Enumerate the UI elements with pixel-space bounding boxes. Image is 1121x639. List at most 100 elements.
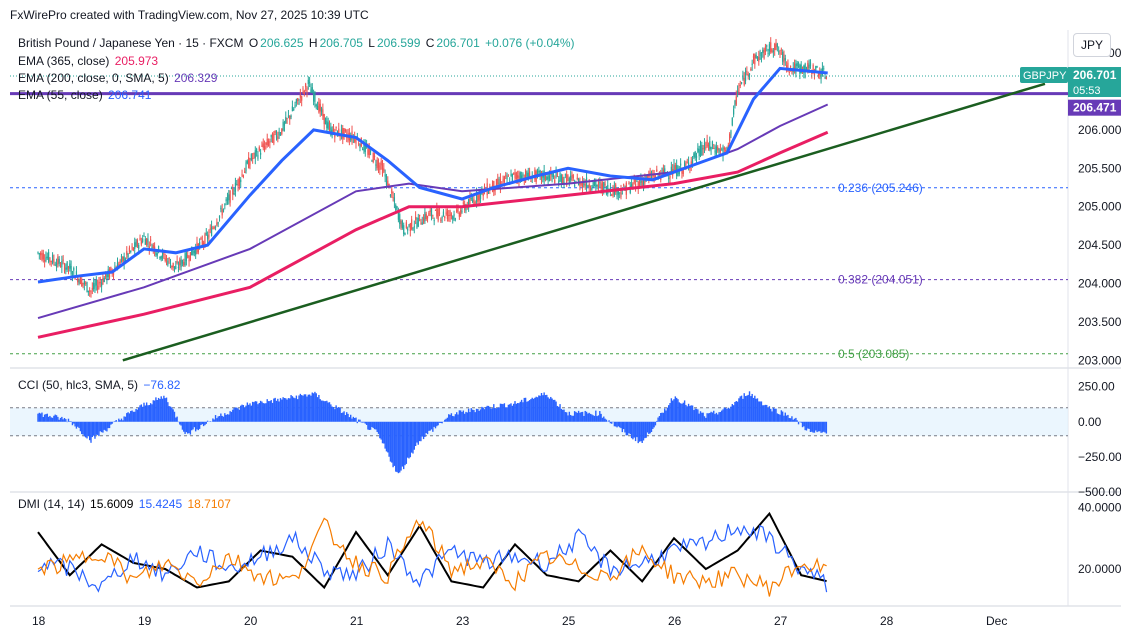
- candle-body: [539, 170, 541, 175]
- candle-body: [185, 252, 187, 262]
- candle-body: [776, 43, 778, 48]
- candle-body: [685, 164, 687, 166]
- candle-body: [600, 183, 602, 189]
- candle-body: [812, 64, 814, 73]
- candle-body: [621, 193, 623, 195]
- candle-body: [571, 175, 573, 177]
- candle-body: [747, 73, 749, 77]
- candle-body: [817, 71, 820, 77]
- candle-body: [820, 74, 822, 79]
- candle-body: [682, 168, 684, 174]
- ema200-legend[interactable]: EMA (200, close, 0, SMA, 5) 206.329: [18, 71, 219, 85]
- candle-body: [693, 153, 695, 157]
- candle-body: [706, 139, 708, 147]
- candle-body: [472, 200, 474, 203]
- candle-body: [779, 52, 781, 55]
- candle-body: [58, 258, 60, 264]
- candle-body: [589, 188, 592, 190]
- candle-body: [179, 259, 181, 266]
- candle-body: [383, 168, 385, 172]
- candle-body: [120, 256, 123, 258]
- candle-body: [271, 132, 274, 143]
- candle-body: [729, 134, 731, 142]
- candle-body: [69, 263, 71, 269]
- candle-body: [74, 277, 76, 280]
- candle-body: [601, 183, 604, 193]
- candle-body: [275, 133, 278, 138]
- candle-body: [611, 194, 613, 196]
- candle-body: [793, 63, 796, 71]
- candle-body: [213, 227, 215, 229]
- candle-body: [301, 96, 303, 101]
- time-tick-label: 27: [774, 614, 788, 628]
- candle-body: [90, 290, 92, 293]
- candle-body: [662, 169, 664, 173]
- candle-body: [735, 96, 737, 105]
- candle-body: [254, 150, 256, 159]
- candle-body: [631, 184, 633, 188]
- main-legend[interactable]: British Pound / Japanese Yen · 15 · FXCM…: [18, 36, 577, 50]
- candle-body: [157, 246, 160, 252]
- candle-body: [78, 279, 80, 284]
- candle-body: [544, 172, 547, 179]
- candle-body: [628, 182, 630, 184]
- candle-body: [599, 182, 601, 184]
- candle-body: [417, 217, 419, 227]
- candle-body: [752, 55, 755, 58]
- candle-body: [131, 246, 133, 248]
- candle-body: [442, 211, 445, 216]
- candle-body: [119, 260, 121, 264]
- candle-body: [177, 266, 180, 269]
- candle-body: [697, 148, 699, 152]
- candle-body: [764, 46, 767, 53]
- level-badge-text: 206.471: [1073, 101, 1117, 115]
- candle-body: [144, 238, 146, 245]
- candle-body: [142, 238, 144, 243]
- candle-body: [316, 105, 319, 110]
- candle-body: [603, 181, 605, 192]
- candle-body: [411, 219, 413, 230]
- ema55-value: 206.741: [108, 88, 152, 102]
- candle-body: [615, 184, 617, 193]
- candle-body: [314, 92, 316, 103]
- currency-button[interactable]: JPY: [1073, 33, 1111, 57]
- candle-body: [67, 266, 70, 269]
- candle-body: [709, 141, 711, 150]
- dmi-legend[interactable]: DMI (14, 14) 15.6009 15.4245 18.7107: [18, 497, 233, 511]
- candle-body: [768, 44, 770, 52]
- candle-body: [743, 77, 745, 85]
- candle-body: [338, 128, 340, 136]
- candle-body: [350, 137, 352, 141]
- candle-body: [760, 57, 763, 59]
- candle-body: [754, 54, 756, 65]
- candle-body: [644, 179, 646, 184]
- candle-body: [391, 189, 393, 194]
- candle-body: [604, 183, 606, 185]
- candle-body: [722, 146, 724, 157]
- candle-body: [234, 182, 237, 192]
- candle-body: [286, 118, 288, 120]
- candle-body: [503, 176, 505, 183]
- candle-body: [691, 159, 694, 163]
- ema365-legend[interactable]: EMA (365, close) 205.973: [18, 54, 160, 68]
- cci-legend[interactable]: CCI (50, hlc3, SMA, 5) −76.82: [18, 378, 182, 392]
- candle-body: [180, 259, 182, 268]
- candle-body: [66, 261, 68, 270]
- ema55-legend[interactable]: EMA (55, close) 206.741: [18, 88, 153, 102]
- candle-body: [581, 180, 584, 188]
- cci-value: −76.82: [143, 378, 181, 392]
- time-tick-label: Dec: [986, 614, 1007, 628]
- candle-body: [373, 155, 376, 158]
- candle-body: [441, 217, 443, 219]
- candle-body: [269, 141, 271, 143]
- candle-body: [75, 271, 78, 275]
- candle-body: [217, 222, 219, 224]
- candle-body: [456, 209, 458, 212]
- close-label: C: [425, 36, 435, 50]
- cci-tick-label: 0.00: [1078, 415, 1102, 429]
- candle-body: [163, 251, 165, 255]
- candle-body: [214, 227, 217, 229]
- candle-body: [159, 257, 161, 259]
- dmi-tick-label: 40.0000: [1078, 500, 1121, 514]
